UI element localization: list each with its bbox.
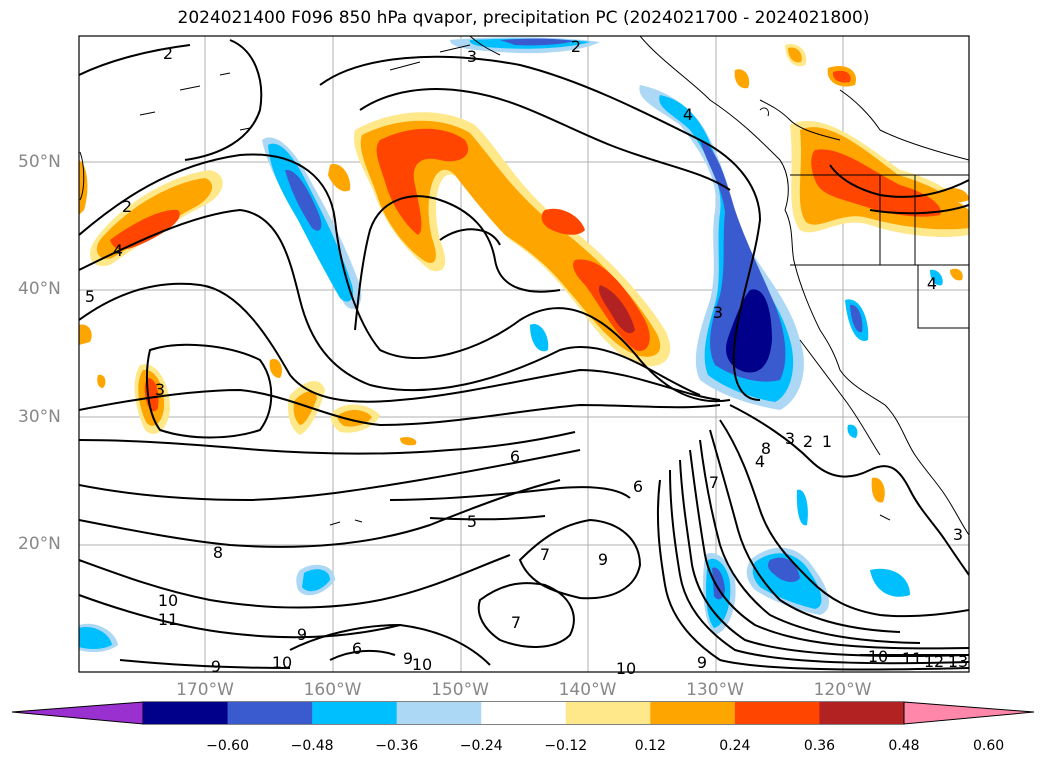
colorbar [11, 701, 1035, 725]
colorbar-tick-label: −0.36 [375, 738, 419, 754]
contour-label: 10 [272, 653, 292, 672]
colorbar-tick-label: 0.48 [888, 738, 920, 754]
map-title: 2024021400 F096 850 hPa qvapor, precipit… [177, 8, 870, 28]
lon-label: 170°W [176, 680, 234, 700]
colorbar-tick-label: −0.24 [459, 738, 503, 754]
contour-label: 8 [761, 439, 771, 458]
colorbar-bin [143, 702, 229, 724]
qvapor-contours [79, 39, 969, 671]
contour-label: 2 [122, 197, 132, 216]
contour-label: 6 [633, 477, 643, 496]
contour-label: 2 [163, 44, 173, 63]
colorbar-bin [819, 702, 905, 724]
contour-label: 3 [713, 303, 723, 322]
colorbar-extend-low [11, 701, 144, 725]
colorbar-bin [227, 702, 313, 724]
colorbar-tick-label: −0.12 [544, 738, 588, 754]
contour-label: 4 [113, 241, 123, 260]
contour-label: 1 [822, 432, 832, 451]
contour-label: 3 [785, 429, 795, 448]
contour-label: 5 [85, 287, 95, 306]
colorbar-bin [650, 702, 736, 724]
contour-label: 6 [352, 639, 362, 658]
colorbar-extend-high [903, 701, 1035, 725]
colorbar-bin [396, 702, 482, 724]
colorbar-tick-label: 0.60 [972, 738, 1005, 754]
contour-label: 10 [616, 659, 636, 678]
contour-label: 10 [868, 647, 888, 666]
colorbar-tick-label: −0.48 [290, 738, 334, 754]
lat-label: 40°N [18, 279, 61, 299]
contour-label: 4 [755, 452, 765, 471]
lon-label: 130°W [686, 680, 744, 700]
contour-label: 12 [924, 652, 944, 671]
contour-label: 9 [598, 550, 608, 569]
contour-label: 10 [412, 655, 432, 674]
lon-label: 140°W [558, 680, 617, 700]
contour-label: 6 [510, 447, 520, 466]
contour-label: 3 [953, 525, 963, 544]
colorbar-bin [565, 702, 651, 724]
plot-frame [78, 35, 970, 673]
lat-label: 50°N [18, 151, 61, 172]
contour-label: 11 [158, 610, 178, 629]
contour-label: 7 [540, 545, 550, 564]
contour-label: 4 [927, 274, 937, 293]
colorbar-tick-label: 0.24 [719, 738, 751, 754]
colorbar-tick-label: 0.36 [803, 738, 836, 754]
contour-label: 5 [467, 512, 477, 531]
colorbar-bin [734, 702, 820, 724]
contour-label: 3 [155, 380, 165, 399]
coastlines [139, 36, 969, 536]
contour-label: 7 [511, 613, 521, 632]
colorbar-tick-label: −0.60 [206, 738, 249, 754]
colorbar-bins [143, 702, 905, 724]
colorbar-tick-label: 0.12 [634, 738, 666, 754]
contour-label: 10 [158, 591, 178, 610]
lat-label: 20°N [18, 534, 61, 554]
contour-label: 8 [213, 543, 223, 562]
contour-label: 11 [902, 649, 922, 668]
contour-label: 2 [803, 432, 813, 451]
colorbar-bin [481, 702, 567, 724]
contour-label: 2 [571, 37, 581, 56]
precip-negative-shading [79, 37, 943, 653]
qvapor-contours-thin [79, 107, 769, 201]
lat-label: 30°N [18, 406, 61, 427]
contour-label: 9 [211, 657, 221, 676]
lon-label: 150°W [431, 680, 489, 700]
contour-label: 3 [467, 47, 477, 66]
contour-label: 9 [403, 649, 413, 668]
lon-label: 160°W [303, 680, 362, 700]
contour-label: 7 [709, 473, 719, 492]
contour-label: 13 [948, 652, 968, 671]
contour-labels: 2 3 2 4 2 4 5 3 3 6 5 8 6 7 1 2 3 4 8 7 … [85, 37, 968, 678]
contour-label: 9 [297, 625, 307, 644]
contour-label: 9 [697, 653, 707, 672]
lon-label: 120°W [813, 680, 872, 700]
colorbar-bin [312, 702, 398, 724]
contour-label: 4 [683, 105, 693, 124]
precip-positive-shading [79, 44, 969, 503]
